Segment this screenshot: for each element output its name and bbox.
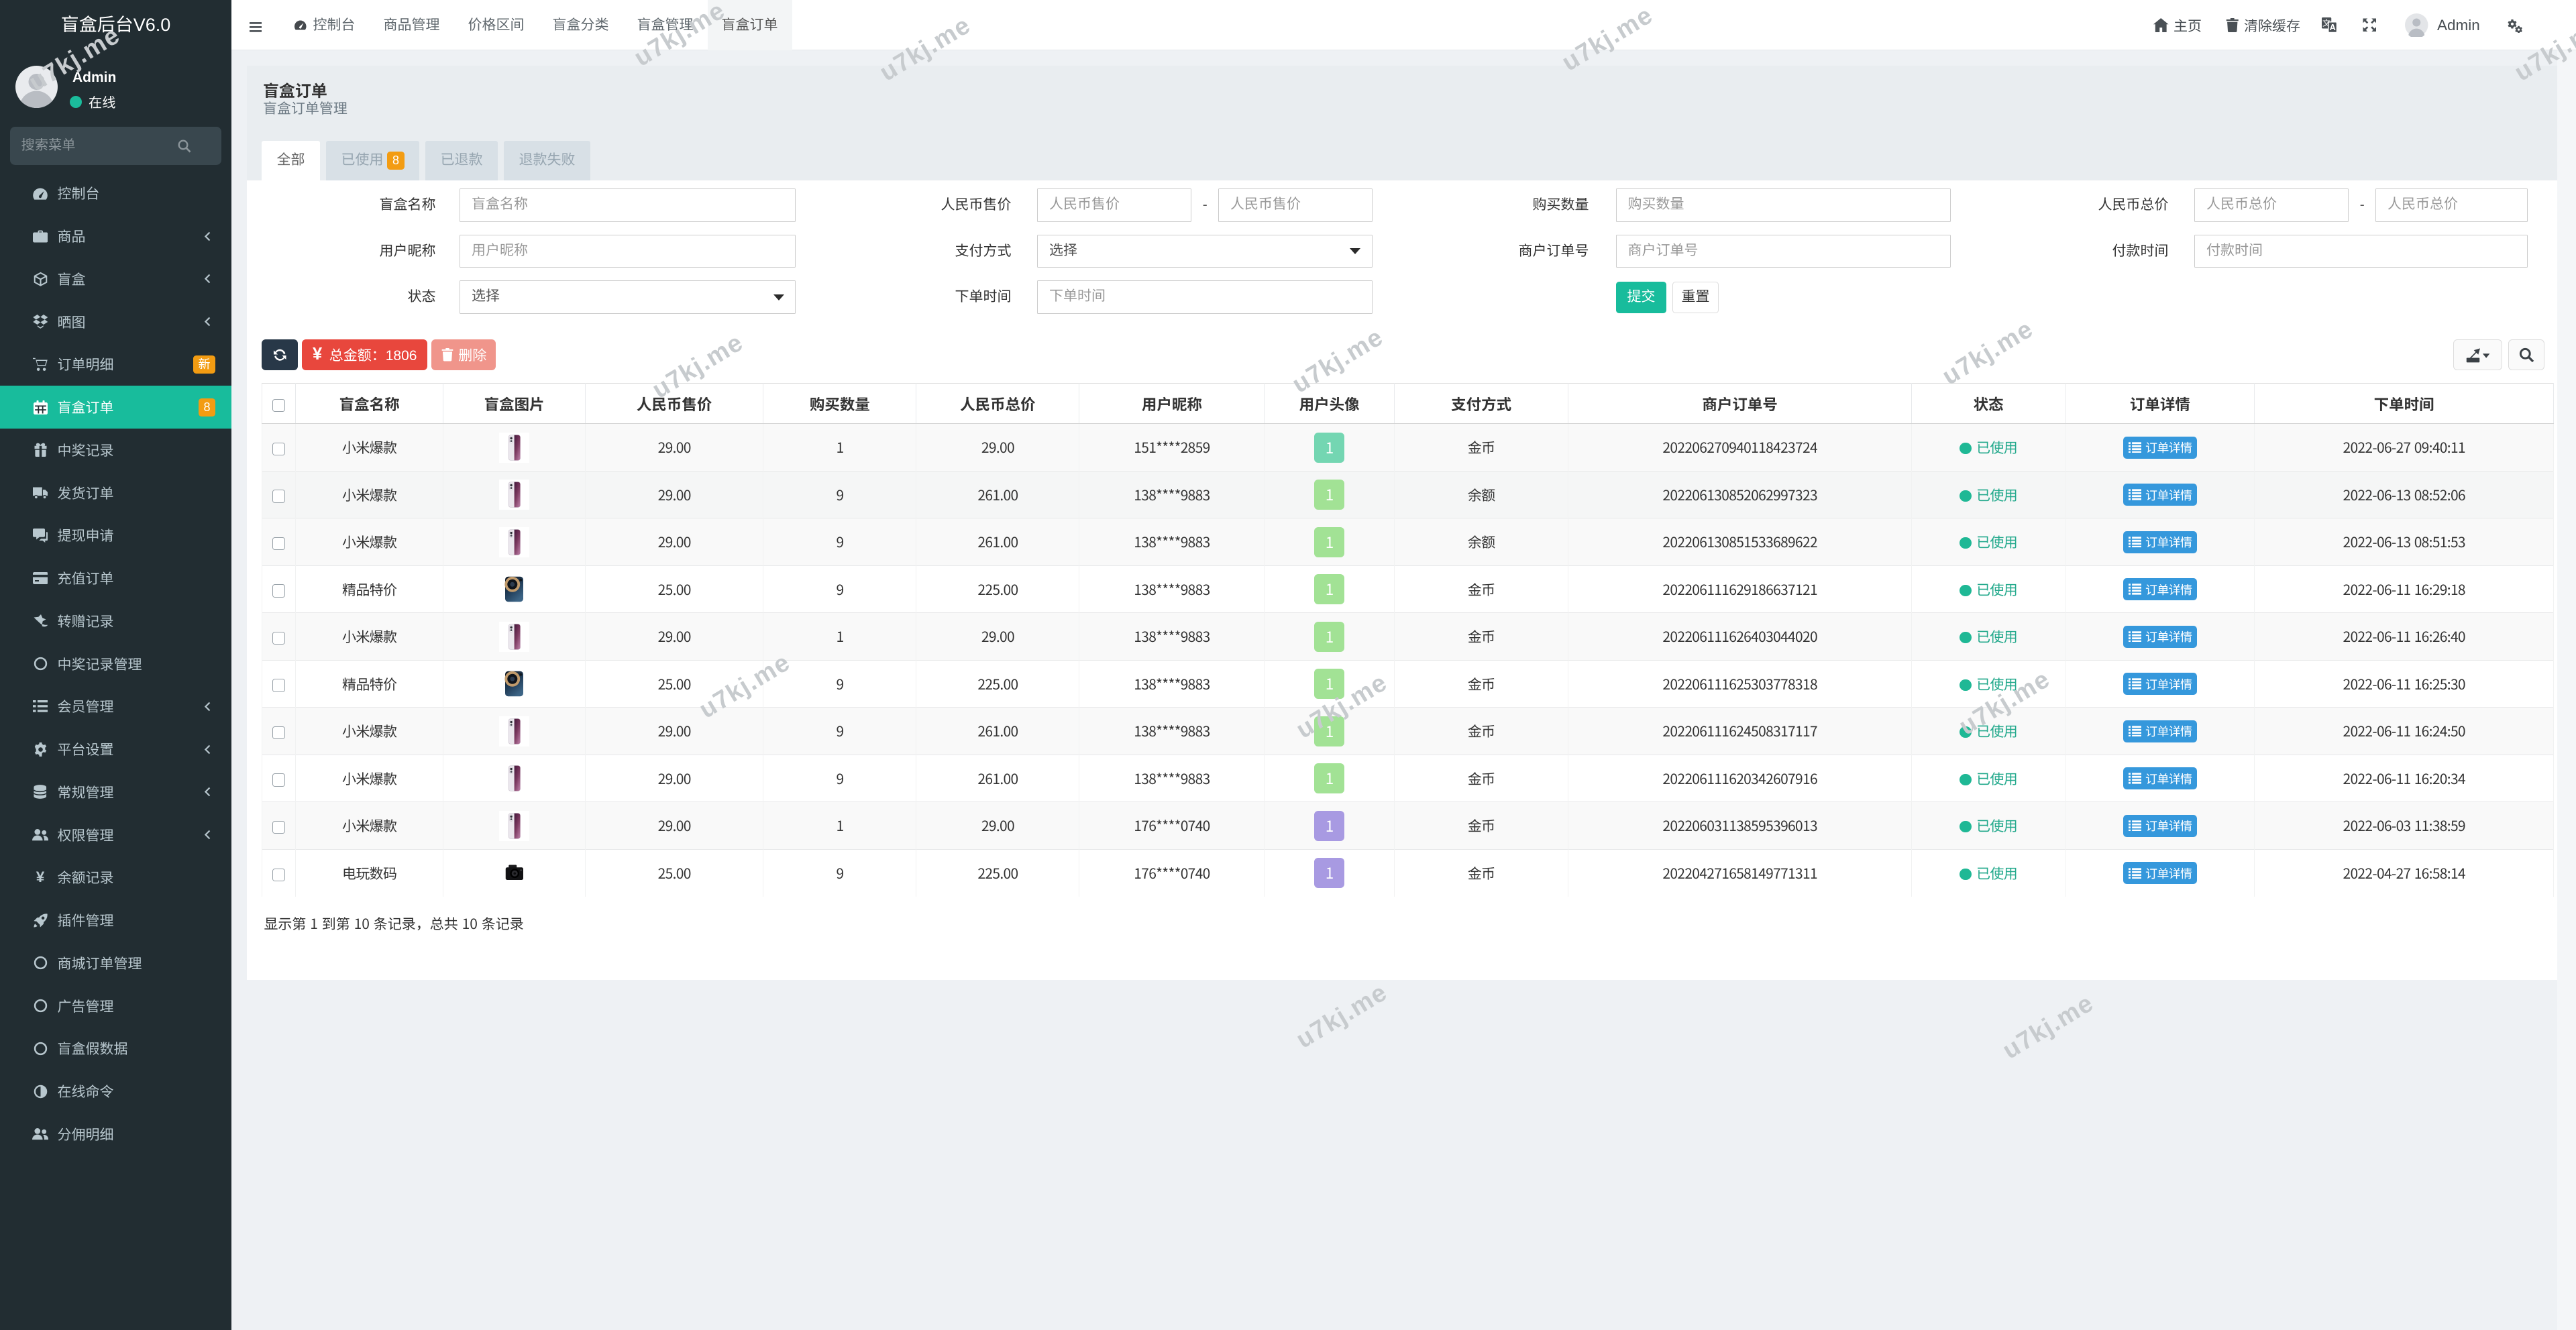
svg-text:A: A [2329,22,2335,32]
